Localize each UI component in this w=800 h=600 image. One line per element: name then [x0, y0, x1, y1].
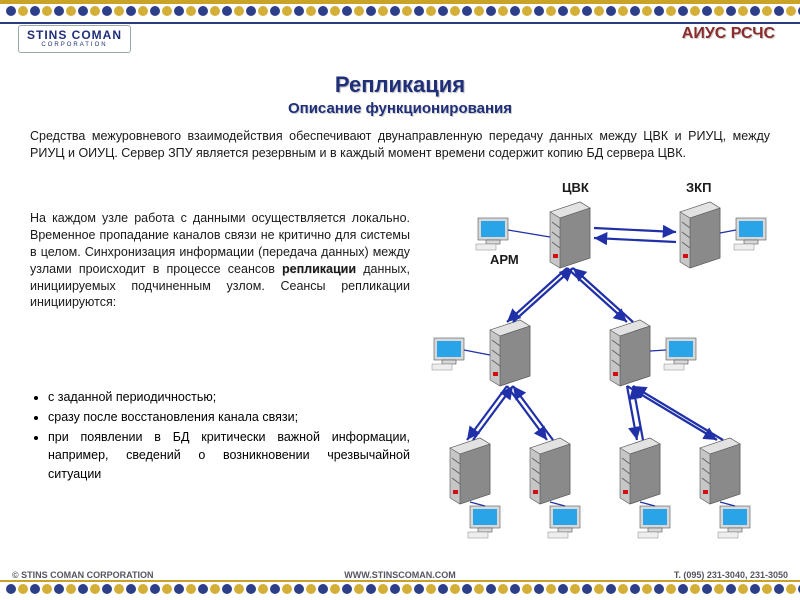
top-border-gold [0, 0, 800, 4]
page-title: Репликация [0, 72, 800, 98]
monitor-icon [432, 338, 464, 370]
network-diagram: ЦВК ЗКП АРМ [430, 180, 780, 550]
bottom-border [0, 580, 800, 582]
monitor-icon [548, 506, 580, 538]
server-icon [680, 202, 720, 268]
bottom-beads [0, 584, 800, 594]
monitor-icon [638, 506, 670, 538]
page-subtitle: Описание функционирования [0, 100, 800, 117]
diagram-label: АРМ [490, 252, 519, 267]
top-beads [0, 6, 800, 20]
monitor-icon [476, 218, 508, 250]
bullet-item: с заданной периодичностью; [48, 388, 410, 406]
body-paragraph: На каждом узле работа с данными осуществ… [30, 210, 410, 311]
bullet-item: при появлении в БД критически важной инф… [48, 428, 410, 482]
monitor-icon [718, 506, 750, 538]
server-icon [620, 438, 660, 504]
brand-logo: STINS COMAN CORPORATION [18, 25, 131, 53]
server-icon [610, 320, 650, 386]
server-icon [700, 438, 740, 504]
bullet-list: с заданной периодичностью; сразу после во… [48, 388, 410, 485]
intro-paragraph: Средства межуровневого взаимодействия об… [30, 128, 770, 162]
server-icon [530, 438, 570, 504]
brand-sub: CORPORATION [27, 42, 122, 48]
server-icon [450, 438, 490, 504]
header-right: АИУС РСЧС [682, 25, 775, 43]
diagram-label: ЗКП [686, 180, 711, 195]
server-icon [550, 202, 590, 268]
monitor-icon [468, 506, 500, 538]
diagram-label: ЦВК [562, 180, 589, 195]
server-icon [490, 320, 530, 386]
monitor-icon [734, 218, 766, 250]
monitor-icon [664, 338, 696, 370]
brand-name: STINS COMAN [27, 28, 122, 42]
top-border-navy [0, 22, 800, 24]
footer-right: T. (095) 231-3040, 231-3050 [674, 570, 788, 580]
bullet-item: сразу после восстановления канала связи; [48, 408, 410, 426]
body-bold: репликации [282, 262, 356, 276]
